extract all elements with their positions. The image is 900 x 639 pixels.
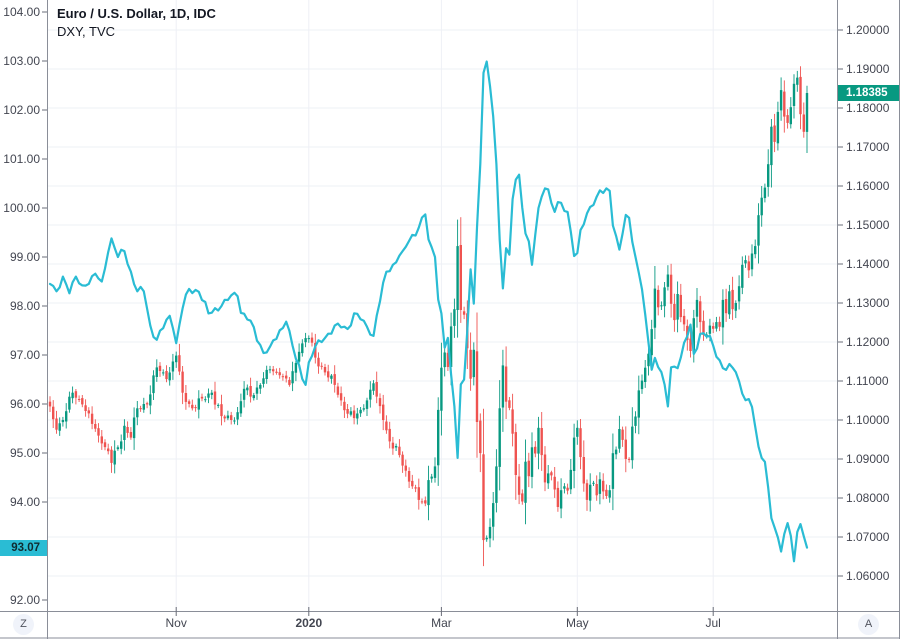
timezone-button[interactable]: Z bbox=[13, 614, 34, 635]
eurusd-candles-series bbox=[48, 66, 809, 567]
main-symbol-legend[interactable]: Euro / U.S. Dollar, 1D, IDC bbox=[57, 6, 216, 21]
chart-legend: Euro / U.S. Dollar, 1D, IDC DXY, TVC bbox=[57, 5, 216, 41]
axis-ticks bbox=[42, 11, 843, 616]
overlay-symbol-legend[interactable]: DXY, TVC bbox=[57, 24, 116, 39]
autoscale-button[interactable]: A bbox=[858, 614, 879, 635]
grid bbox=[48, 0, 838, 612]
dxy-line-series bbox=[48, 60, 809, 563]
